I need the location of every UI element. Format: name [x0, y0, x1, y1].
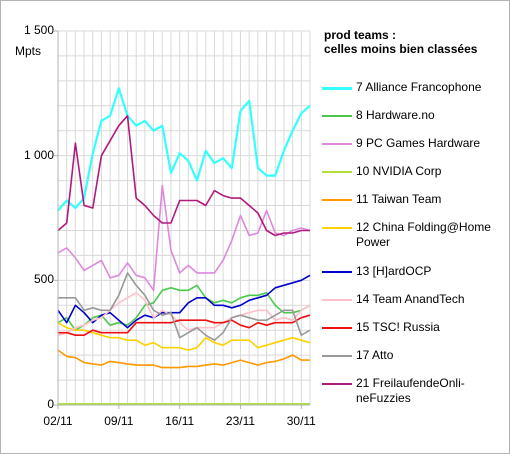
x-tick-label: 23/11 — [225, 414, 256, 428]
series-line — [57, 291, 311, 336]
chart-title: prod teams : celles moins bien classées — [324, 28, 478, 56]
legend-swatch — [322, 327, 352, 329]
legend-swatch — [322, 115, 352, 117]
legend-label: 9 PC Games Hardware — [356, 136, 481, 150]
y-axis-label: Mpts — [15, 44, 42, 58]
y-tick-label: 1 000 — [23, 147, 54, 162]
x-tick-label: 16/11 — [165, 414, 195, 428]
legend-swatch — [322, 227, 352, 229]
y-tick-label: 1 500 — [23, 23, 54, 37]
legend-swatch — [322, 87, 352, 90]
series-line — [57, 87, 311, 212]
series-line — [57, 322, 311, 351]
series-line — [58, 272, 311, 342]
y-tick-label: 0 — [47, 397, 54, 411]
legend: 7 Alliance Francophone 8 Hardware.no 9 PC … — [320, 0, 510, 454]
legend-swatch — [322, 143, 352, 145]
legend-label: 11 Taiwan Team — [356, 192, 442, 206]
legend-label: 14 Team AnandTech — [356, 292, 465, 306]
series-line — [57, 115, 310, 237]
series-line — [57, 349, 310, 369]
legend-label: 8 Hardware.no — [356, 108, 435, 122]
legend-swatch — [322, 355, 352, 357]
x-tick-label: 30/11 — [286, 414, 316, 428]
series-lines — [57, 87, 311, 405]
axes — [54, 30, 310, 409]
legend-label: 7 Alliance Francophone — [356, 80, 482, 94]
legend-label: 21 FreilaufendeOnli-neFuzzies — [356, 376, 465, 405]
legend-swatch — [322, 171, 352, 173]
series-line — [57, 274, 311, 329]
legend-label: 10 NVIDIA Corp — [356, 164, 442, 178]
legend-label: 13 [H]ardOCP — [356, 264, 432, 278]
series-line — [57, 184, 311, 292]
series-line — [58, 314, 311, 337]
legend-label: 17 Atto — [356, 348, 394, 362]
legend-swatch — [322, 271, 352, 273]
legend-swatch — [322, 299, 352, 301]
y-tick-label: 500 — [33, 272, 54, 287]
legend-swatch — [322, 383, 352, 385]
legend-swatch — [322, 199, 352, 201]
legend-label: 12 China Folding@Home Power — [356, 220, 491, 249]
legend-label: 15 TSC! Russia — [356, 320, 440, 334]
x-tick-label: 02/11 — [43, 414, 73, 428]
x-tick-label: 09/11 — [104, 414, 134, 428]
